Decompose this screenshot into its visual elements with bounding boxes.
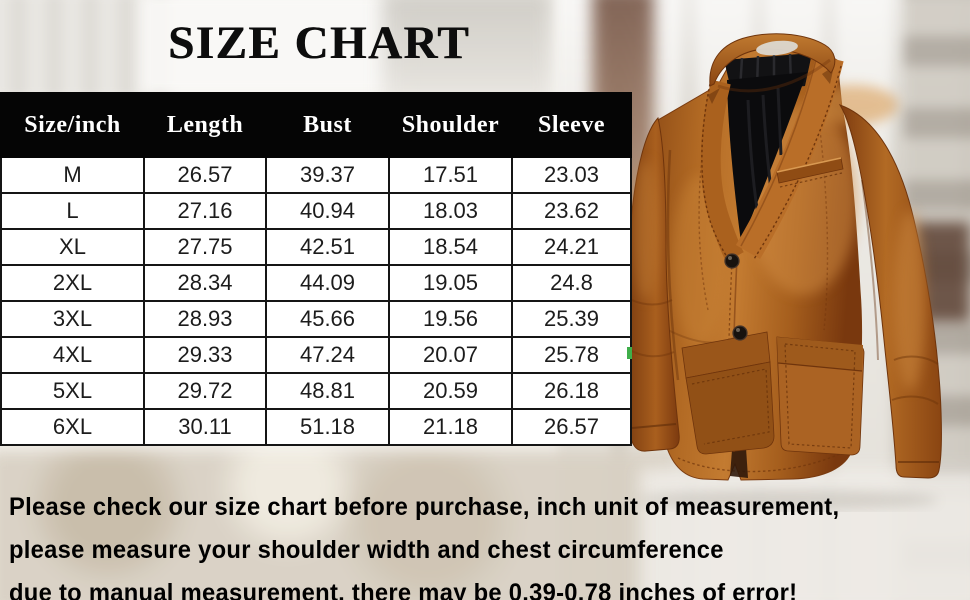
- note-line-2: please measure your shoulder width and c…: [9, 536, 724, 564]
- jacket-chest-pocket: [776, 157, 844, 188]
- size-table-cell: 48.81: [265, 372, 390, 410]
- size-table-cell: 47.24: [265, 336, 390, 374]
- jacket-collar: [709, 33, 836, 93]
- jacket-sleeve-left: [626, 116, 680, 452]
- size-table-cell: 26.18: [511, 372, 632, 410]
- bg-building-tower: [382, 0, 552, 108]
- size-table-cell: 20.07: [388, 336, 513, 374]
- note-line-3: due to manual measurement, there may be …: [9, 579, 798, 600]
- size-table-cell: 44.09: [265, 264, 390, 302]
- size-table-cell: 27.75: [143, 228, 267, 266]
- table-row: 2XL 28.34 44.09 19.05 24.8: [0, 264, 632, 302]
- jacket-shadow: [638, 490, 938, 510]
- size-table-header-sleeve: Sleeve: [511, 92, 632, 158]
- bg-light-bottom-right: [640, 468, 970, 600]
- size-table-cell: 26.57: [143, 156, 267, 194]
- size-table-cell: 21.18: [388, 408, 513, 446]
- size-table-cell: L: [0, 192, 145, 230]
- jacket-sleeve-right: [838, 104, 942, 479]
- size-table-cell: 40.94: [265, 192, 390, 230]
- size-table-header-bust: Bust: [265, 92, 390, 158]
- size-table-cell: 29.72: [143, 372, 267, 410]
- size-table-cell: 5XL: [0, 372, 145, 410]
- size-table-cell: 51.18: [265, 408, 390, 446]
- size-table-cell: 29.33: [143, 336, 267, 374]
- size-table-header-length: Length: [143, 92, 267, 158]
- size-table-cell: 3XL: [0, 300, 145, 338]
- size-table-cell: 25.78: [511, 336, 632, 374]
- hanger-gap: [756, 40, 798, 56]
- size-table-header-size: Size/inch: [0, 92, 145, 158]
- bg-light-area-title: [140, 0, 410, 94]
- size-table-cell: 4XL: [0, 336, 145, 374]
- table-row: M 26.57 39.37 17.51 23.03: [0, 156, 632, 194]
- size-table-cell: 23.03: [511, 156, 632, 194]
- size-table-header-shoulder: Shoulder: [388, 92, 513, 158]
- size-table-cell: 42.51: [265, 228, 390, 266]
- table-row: 3XL 28.93 45.66 19.56 25.39: [0, 300, 632, 338]
- size-table-cell: 30.11: [143, 408, 267, 446]
- measurement-notes: Please check our size chart before purch…: [9, 486, 839, 600]
- size-table-cell: 24.8: [511, 264, 632, 302]
- size-table-cell: 28.93: [143, 300, 267, 338]
- note-line-1: Please check our size chart before purch…: [9, 493, 840, 521]
- table-row: 5XL 29.72 48.81 20.59 26.18: [0, 372, 632, 410]
- size-table-cell: 19.05: [388, 264, 513, 302]
- table-row: 4XL 29.33 47.24 20.07 25.78: [0, 336, 632, 374]
- size-table-cell: 17.51: [388, 156, 513, 194]
- table-row: 6XL 30.11 51.18 21.18 26.57: [0, 408, 632, 446]
- size-table-cell: 18.03: [388, 192, 513, 230]
- size-table-cell: 45.66: [265, 300, 390, 338]
- jacket-buttons: [724, 253, 748, 341]
- green-edge-artifact: [627, 347, 632, 359]
- product-photo-leather-blazer: [626, 33, 942, 510]
- size-table-cell: 18.54: [388, 228, 513, 266]
- bg-arches-bottom: [0, 450, 678, 600]
- size-table-cell: 39.37: [265, 156, 390, 194]
- size-table-cell: 6XL: [0, 408, 145, 446]
- table-row: L 27.16 40.94 18.03 23.62: [0, 192, 632, 230]
- size-table-cell: M: [0, 156, 145, 194]
- size-table-cell: XL: [0, 228, 145, 266]
- size-table-cell: 2XL: [0, 264, 145, 302]
- size-table-cell: 27.16: [143, 192, 267, 230]
- size-table: Size/inch Length Bust Shoulder Sleeve M …: [0, 92, 632, 446]
- size-table-cell: 19.56: [388, 300, 513, 338]
- page-title: SIZE CHART: [168, 17, 470, 69]
- size-table-cell: 26.57: [511, 408, 632, 446]
- size-table-header-row: Size/inch Length Bust Shoulder Sleeve: [0, 92, 632, 158]
- size-table-cell: 28.34: [143, 264, 267, 302]
- jacket-lining-v: [727, 72, 807, 242]
- size-table-cell: 25.39: [511, 300, 632, 338]
- size-table-cell: 20.59: [388, 372, 513, 410]
- size-table-cell: 24.21: [511, 228, 632, 266]
- jacket-pocket-right: [776, 336, 865, 456]
- size-table-cell: 23.62: [511, 192, 632, 230]
- table-row: XL 27.75 42.51 18.54 24.21: [0, 228, 632, 266]
- jacket-pocket-left: [681, 331, 775, 455]
